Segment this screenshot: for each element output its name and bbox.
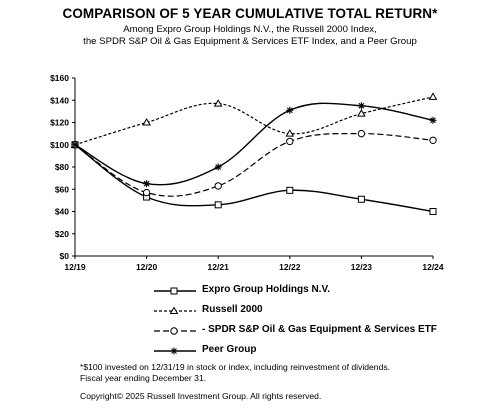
- series-line-peer: [74, 102, 434, 186]
- legend-label-spdr: - SPDR S&P Oil & Gas Equipment & Service…: [202, 324, 437, 335]
- x-tick-label: 12/20: [136, 262, 158, 272]
- y-tick-label: $120: [50, 118, 69, 128]
- asterisk-stroke: [286, 107, 293, 114]
- data-point-peer: [357, 102, 365, 110]
- data-point-expro: [286, 186, 294, 194]
- x-tick-label: 12/24: [422, 262, 444, 272]
- legend-swatch-russell: [154, 306, 196, 314]
- asterisk-stroke: [358, 102, 365, 109]
- data-point-spdr: [286, 137, 294, 146]
- legend-item-spdr: - SPDR S&P Oil & Gas Equipment & Service…: [150, 323, 470, 339]
- data-point-peer: [143, 180, 151, 188]
- legend-swatch-peer: [154, 347, 196, 355]
- footnote-investment: *$100 invested on 12/31/19 in stock or i…: [80, 362, 391, 372]
- chart-subtitle-line-1: Among Expro Group Holdings N.V., the Rus…: [123, 24, 377, 35]
- y-tick-label: $0: [60, 251, 70, 261]
- data-point-spdr: [357, 129, 366, 138]
- chart-legend: Expro Group Holdings N.V. Russell 2000 -…: [150, 283, 470, 363]
- data-point-spdr: [429, 136, 437, 145]
- data-point-russell: [428, 92, 438, 100]
- data-point-spdr: [142, 188, 151, 197]
- asterisk-stroke: [215, 164, 222, 170]
- line-chart: $0 $20 $40 $60 $80 $100 $120 $140 $160 12/19 12/20…: [50, 73, 444, 272]
- data-point-russell: [285, 129, 295, 137]
- series-line-spdr: [74, 133, 434, 197]
- chart-subtitle-line-2: the SPDR S&P Oil & Gas Equipment & Servi…: [83, 36, 417, 47]
- x-tick-label: 12/23: [351, 262, 373, 272]
- footnote-fiscal-year: Fiscal year ending December 31.: [80, 373, 207, 383]
- footnote-copyright: Copyright© 2025 Russell Investment Group…: [80, 391, 322, 401]
- y-tick-label: $140: [50, 95, 69, 105]
- data-point-expro: [214, 201, 222, 209]
- y-tick-label: $20: [55, 229, 69, 239]
- asterisk-stroke: [72, 141, 78, 148]
- legend-swatch-spdr: [154, 327, 196, 335]
- x-tick-label: 12/19: [64, 262, 86, 272]
- asterisk-stroke: [430, 117, 436, 124]
- data-point-peer: [71, 141, 79, 149]
- legend-label-expro: Expro Group Holdings N.V.: [202, 284, 330, 295]
- data-point-expro: [429, 208, 437, 215]
- legend-label-peer: Peer Group: [202, 344, 257, 355]
- y-tick-label: $100: [50, 140, 69, 150]
- data-point-peer: [286, 106, 294, 114]
- y-tick-label: $80: [55, 162, 69, 172]
- data-point-russell: [213, 99, 223, 107]
- legend-swatch-expro: [154, 287, 196, 295]
- chart-title: COMPARISON OF 5 YEAR CUMULATIVE TOTAL RE…: [62, 6, 438, 21]
- data-point-russell: [357, 109, 366, 117]
- y-tick-label: $40: [55, 207, 69, 217]
- data-point-peer: [214, 163, 222, 171]
- asterisk-stroke: [143, 180, 150, 187]
- x-tick-label: 12/22: [279, 262, 301, 272]
- legend-item-russell: Russell 2000: [150, 303, 470, 319]
- legend-item-peer: Peer Group: [150, 343, 470, 359]
- data-point-spdr: [214, 182, 222, 190]
- legend-item-expro: Expro Group Holdings N.V.: [150, 283, 470, 299]
- y-tick-label: $160: [50, 73, 69, 83]
- data-point-expro: [357, 195, 365, 203]
- data-point-russell: [142, 118, 151, 126]
- x-tick-label: 12/21: [208, 262, 230, 272]
- y-tick-label: $60: [55, 184, 69, 194]
- series-line-expro: [74, 144, 434, 213]
- legend-label-russell: Russell 2000: [202, 304, 263, 315]
- data-point-peer: [429, 116, 437, 124]
